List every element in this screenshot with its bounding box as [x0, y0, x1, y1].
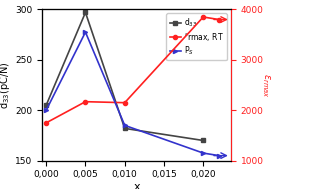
$^{\varepsilon}$rmax, RT: [84, 101, 87, 103]
$^{\varepsilon}$rmax, RT: [201, 16, 205, 18]
d$_{33}$: [201, 139, 205, 142]
X-axis label: x: x: [133, 182, 140, 189]
d$_{33}$: [123, 127, 127, 129]
P$_{S}$: [201, 152, 205, 154]
Legend: d$_{33}$, $^{\varepsilon}$rmax, RT, P$_{S}$: d$_{33}$, $^{\varepsilon}$rmax, RT, P$_{…: [166, 13, 227, 60]
Y-axis label: d$_{33}$(pC/N): d$_{33}$(pC/N): [0, 61, 12, 109]
Line: $^{\varepsilon}$rmax, RT: $^{\varepsilon}$rmax, RT: [44, 15, 221, 125]
d$_{33}$: [44, 104, 48, 106]
Line: d$_{33}$: d$_{33}$: [44, 10, 205, 143]
$^{\varepsilon}$rmax, RT: [123, 101, 127, 104]
P$_{S}$: [44, 109, 48, 111]
$^{\varepsilon}$rmax, RT: [44, 122, 48, 124]
P$_{S}$: [123, 124, 127, 126]
P$_{S}$: [84, 31, 87, 33]
d$_{33}$: [84, 11, 87, 14]
Y-axis label: $\varepsilon_{rmax}$: $\varepsilon_{rmax}$: [260, 73, 272, 98]
Line: P$_{S}$: P$_{S}$: [44, 30, 221, 158]
P$_{S}$: [217, 154, 221, 157]
$^{\varepsilon}$rmax, RT: [217, 18, 221, 21]
